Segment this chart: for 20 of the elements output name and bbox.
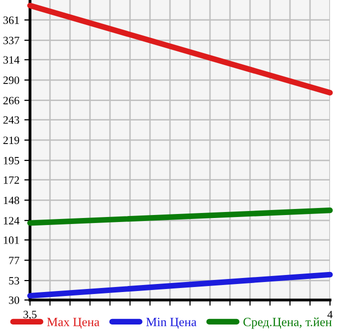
y-tick-label: 124 xyxy=(4,216,20,224)
y-tick-label: 290 xyxy=(3,76,20,84)
legend-label: Min Цена xyxy=(146,318,196,329)
y-tick-label: 266 xyxy=(3,96,20,104)
y-tick-label: 77 xyxy=(9,256,20,264)
y-tick-label: 243 xyxy=(3,116,20,124)
x-tick-label: 4 xyxy=(327,310,333,318)
y-tick-label: 101 xyxy=(4,236,19,244)
y-tick-label: 361 xyxy=(3,16,19,24)
y-tick-label: 172 xyxy=(4,176,19,184)
y-tick-label: 314 xyxy=(3,56,20,64)
legend-label: Max Цена xyxy=(47,318,100,329)
y-tick-label: 30 xyxy=(9,296,20,304)
y-tick-label: 148 xyxy=(4,196,20,204)
y-tick-label: 53 xyxy=(9,277,20,285)
y-tick-label: 219 xyxy=(3,136,20,144)
y-tick-label: 337 xyxy=(3,36,20,44)
y-tick-label: 195 xyxy=(4,156,20,164)
legend-label: Сред.Цена, т.йен xyxy=(243,318,332,329)
x-tick-label: 3,5 xyxy=(24,310,37,320)
